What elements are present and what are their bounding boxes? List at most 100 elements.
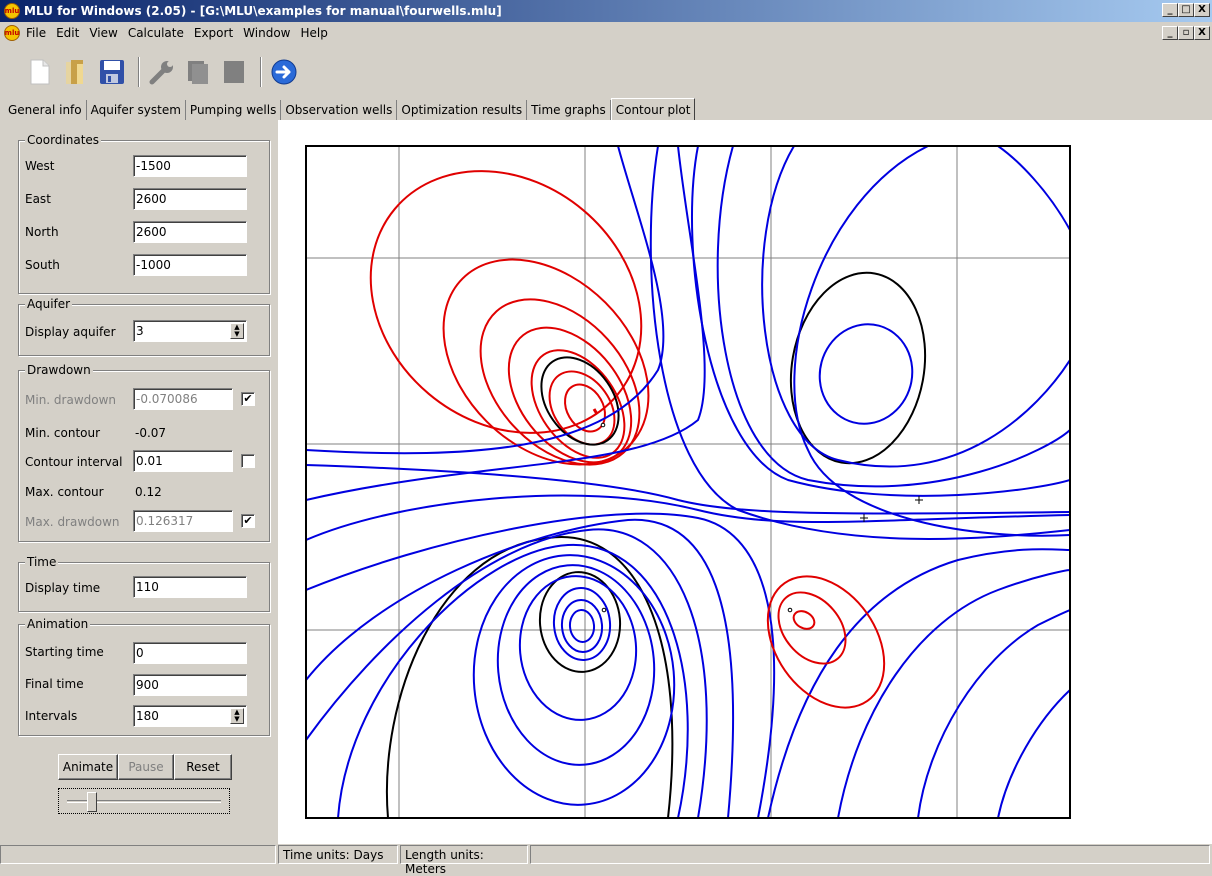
aquifer-title: Aquifer [25,297,73,311]
east-label: East [25,192,51,206]
min-drawdown-label: Min. drawdown [25,393,117,407]
maximize-button[interactable]: □ [1178,3,1194,17]
negative-contours-upper-left [369,170,650,466]
mdi-close-button[interactable]: X [1194,26,1210,40]
drawdown-group: Drawdown Min. drawdown -0.070086 ✔ Min. … [18,363,270,542]
copy-icon[interactable] [182,56,214,88]
menu-window[interactable]: Window [243,26,291,40]
pause-button[interactable]: Pause [118,754,174,780]
menu-help[interactable]: Help [300,26,328,40]
run-arrow-icon[interactable] [268,56,300,88]
mdi-restore-button[interactable]: ▫ [1178,26,1194,40]
minimize-button[interactable]: _ [1162,3,1178,17]
tab-time-graphs[interactable]: Time graphs [527,100,611,120]
contour-interval-label: Contour interval [25,455,123,469]
display-aquifer-input[interactable]: 3 ▲ ▼ [133,320,247,342]
tab-observation-wells[interactable]: Observation wells [281,100,398,120]
plot-frame [305,145,1071,819]
display-time-label: Display time [25,581,101,595]
drawdown-title: Drawdown [25,363,93,377]
positive-contours [306,146,1070,818]
max-drawdown-checkbox[interactable]: ✔ [241,514,255,528]
display-time-input[interactable]: 110 [133,576,247,598]
north-label: North [25,225,59,239]
aquifer-group: Aquifer Display aquifer 3 ▲ ▼ [18,297,270,356]
menu-edit[interactable]: Edit [56,26,80,40]
contour-plot-area [278,120,1212,844]
menu-calculate[interactable]: Calculate [127,26,184,40]
max-contour-label: Max. contour [25,485,104,499]
menu-file[interactable]: File [26,26,47,40]
intervals-value: 180 [136,709,159,723]
animate-button[interactable]: Animate [58,754,118,780]
time-title: Time [25,555,59,569]
max-drawdown-input[interactable]: 0.126317 [133,510,233,532]
animation-group: Animation Starting time 0 Final time 900… [18,617,270,736]
coordinates-title: Coordinates [25,133,102,147]
toolbar-separator-2 [260,57,262,87]
toolbar [0,46,1212,98]
contour-interval-checkbox[interactable] [241,454,255,468]
min-contour-value: -0.07 [135,426,167,440]
final-time-input[interactable]: 900 [133,674,247,696]
east-input[interactable]: 2600 [133,188,247,210]
mdi-minimize-button[interactable]: _ [1162,26,1178,40]
save-icon[interactable] [96,56,128,88]
tab-aquifer-system[interactable]: Aquifer system [87,100,186,120]
toolbar-separator [138,57,140,87]
new-file-icon[interactable] [24,56,56,88]
animation-title: Animation [25,617,91,631]
close-button[interactable]: X [1194,3,1210,17]
south-label: South [25,258,60,272]
menu-bar: mlu File Edit View Calculate Export Wind… [0,22,1212,44]
slider-track [67,800,221,803]
slider-thumb[interactable] [87,792,97,812]
min-drawdown-checkbox[interactable]: ✔ [241,392,255,406]
tab-contour-plot[interactable]: Contour plot [610,98,696,122]
intervals-label: Intervals [25,709,78,723]
tab-optimization-results[interactable]: Optimization results [397,100,528,120]
west-label: West [25,159,55,173]
tab-pumping-wells[interactable]: Pumping wells [186,100,282,120]
app-logo-icon: mlu [4,3,20,19]
title-bar: mlu MLU for Windows (2.05) - [G:\MLU\exa… [0,0,1212,22]
coordinates-group: Coordinates West -1500 East 2600 North 2… [18,133,270,294]
negative-contours-lower-right [766,575,886,709]
status-bar: Time units: Days Length units: Meters [0,845,1212,876]
display-aquifer-label: Display aquifer [25,325,116,339]
status-cell-empty [0,845,276,864]
paste-icon[interactable] [218,56,250,88]
north-input[interactable]: 2600 [133,221,247,243]
status-cell-rest [530,845,1210,864]
intervals-spin-button[interactable]: ▲ ▼ [230,708,244,724]
menu-export[interactable]: Export [193,26,234,40]
window-title: MLU for Windows (2.05) - [G:\MLU\example… [24,4,502,18]
settings-panel: Coordinates West -1500 East 2600 North 2… [8,122,276,842]
intervals-input[interactable]: 180 ▲ ▼ [133,705,247,727]
final-time-label: Final time [25,677,84,691]
contour-interval-input[interactable]: 0.01 [133,450,233,472]
tab-strip: General info Aquifer system Pumping well… [4,98,696,122]
min-drawdown-input[interactable]: -0.070086 [133,388,233,410]
reset-button[interactable]: Reset [174,754,232,780]
starting-time-label: Starting time [25,645,104,659]
display-aquifer-value: 3 [136,324,144,338]
aquifer-spin-button[interactable]: ▲ ▼ [230,323,244,339]
max-contour-value: 0.12 [135,485,162,499]
status-time-units: Time units: Days [278,845,398,864]
well-markers [600,422,923,613]
menu-view[interactable]: View [89,26,118,40]
west-input[interactable]: -1500 [133,155,247,177]
animation-slider[interactable] [58,788,230,814]
tab-general-info[interactable]: General info [4,100,87,120]
starting-time-input[interactable]: 0 [133,642,247,664]
south-input[interactable]: -1000 [133,254,247,276]
document-logo-icon[interactable]: mlu [4,25,20,41]
min-contour-label: Min. contour [25,426,101,440]
contour-plot[interactable] [278,120,1212,844]
time-group: Time Display time 110 [18,555,270,612]
max-drawdown-label: Max. drawdown [25,515,120,529]
open-folder-icon[interactable] [60,56,92,88]
status-length-units: Length units: Meters [400,845,528,876]
wrench-icon[interactable] [146,56,178,88]
